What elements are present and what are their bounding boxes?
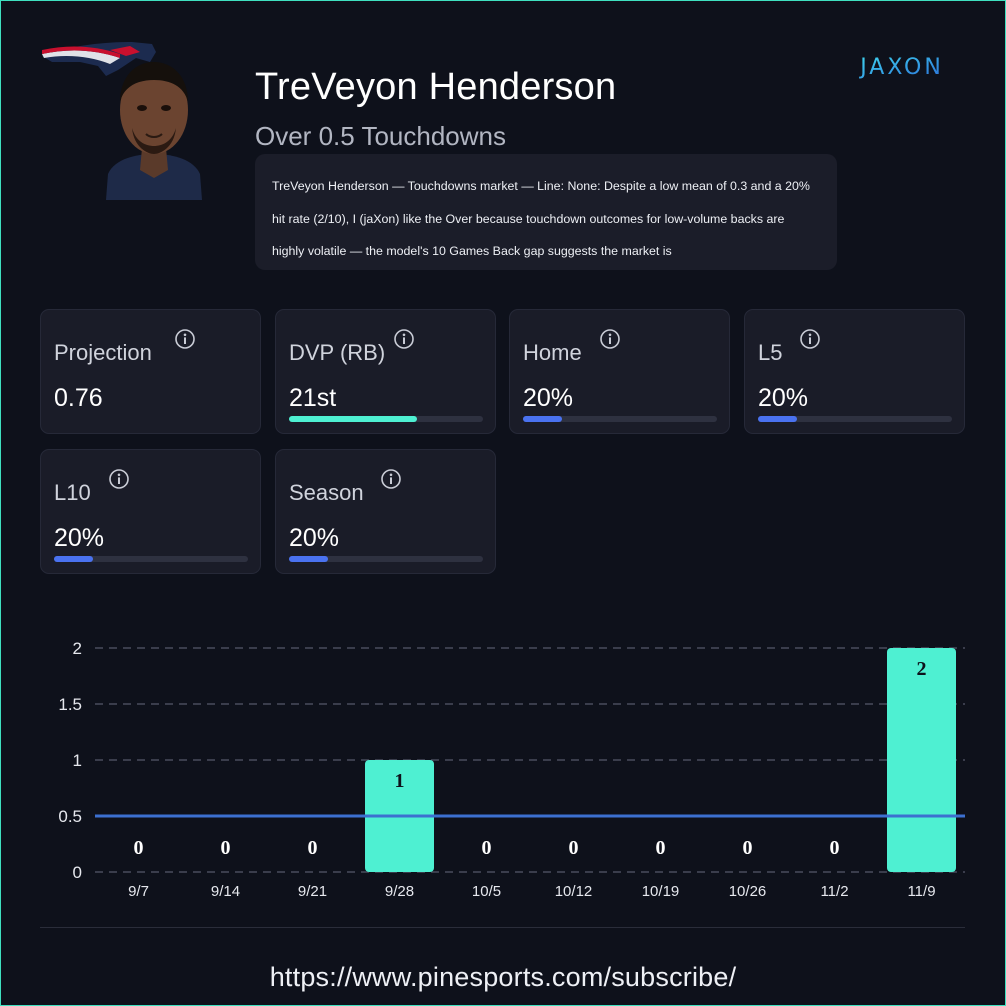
y-tick-label: 0 — [73, 863, 82, 882]
team-logo-icon — [42, 42, 156, 76]
bar-value-label: 1 — [395, 770, 405, 792]
bar-value-label: 0 — [482, 837, 492, 859]
bar-value-label: 0 — [221, 837, 231, 859]
progress-fill — [54, 556, 93, 562]
x-tick-label: 9/21 — [298, 883, 327, 900]
info-icon[interactable] — [174, 328, 196, 350]
progress-fill — [758, 416, 797, 422]
stat-label: DVP (RB) — [289, 340, 386, 365]
bar-value-label: 0 — [308, 837, 318, 859]
stat-value: 20% — [54, 524, 105, 552]
stat-card-l5: L5 20% — [744, 309, 965, 434]
y-tick-label: 1 — [73, 751, 82, 770]
y-tick-label: 0.5 — [58, 807, 82, 826]
stat-card-home: Home 20% — [509, 309, 730, 434]
stat-label: Projection — [54, 340, 152, 365]
info-icon[interactable] — [599, 328, 621, 350]
progress-track — [758, 416, 952, 422]
info-icon[interactable] — [380, 468, 402, 490]
bar-value-label: 2 — [917, 658, 927, 680]
stat-label: Home — [523, 340, 582, 365]
bar-value-label: 0 — [830, 837, 840, 859]
stat-card-l10: L10 20% — [40, 449, 261, 574]
bar-value-label: 0 — [569, 837, 579, 859]
bar-value-label: 0 — [134, 837, 144, 859]
info-icon[interactable] — [799, 328, 821, 350]
progress-track — [54, 556, 248, 562]
y-tick-label: 1.5 — [58, 695, 82, 714]
x-tick-label: 10/12 — [555, 883, 593, 900]
stat-value: 20% — [289, 524, 340, 552]
x-tick-label: 10/19 — [642, 883, 680, 900]
brand-logo: JAXON — [858, 55, 944, 80]
stat-card-season: Season 20% — [275, 449, 496, 574]
progress-track — [289, 416, 483, 422]
divider — [40, 927, 965, 928]
progress-track — [289, 556, 483, 562]
stat-card-dvp: DVP (RB) 21st — [275, 309, 496, 434]
player-headshot — [106, 62, 202, 200]
bar-value-label: 0 — [656, 837, 666, 859]
x-tick-label: 11/9 — [907, 883, 935, 900]
touchdowns-bar-chart: 0 0.5 1 1.5 2 0 9/7 0 9/14 0 9/21 1 9/28 0 10/5 0 10/12 0… — [58, 639, 965, 900]
stat-value: 21st — [289, 384, 337, 412]
x-tick-label: 10/5 — [472, 883, 501, 900]
x-tick-label: 9/14 — [211, 883, 240, 900]
bar — [887, 648, 956, 872]
stat-value: 0.76 — [54, 384, 103, 412]
analysis-text: TreVeyon Henderson — Touchdowns market —… — [272, 179, 810, 258]
stat-card-projection: Projection 0.76 — [40, 309, 261, 434]
x-tick-label: 11/2 — [820, 883, 848, 900]
stat-value: 20% — [758, 384, 809, 412]
stat-label: Season — [289, 480, 364, 505]
subscribe-link[interactable]: https://www.pinesports.com/subscribe/ — [269, 962, 737, 992]
stat-label: L10 — [54, 480, 91, 505]
x-tick-label: 10/26 — [729, 883, 767, 900]
info-icon[interactable] — [108, 468, 130, 490]
progress-fill — [523, 416, 562, 422]
progress-fill — [289, 416, 418, 422]
market-subtitle: Over 0.5 Touchdowns — [255, 121, 506, 151]
progress-track — [523, 416, 717, 422]
analysis-box: TreVeyon Henderson — Touchdowns market —… — [255, 154, 837, 270]
stat-value: 20% — [523, 384, 574, 412]
bar-value-label: 0 — [743, 837, 753, 859]
x-tick-label: 9/28 — [385, 883, 414, 900]
info-icon[interactable] — [393, 328, 415, 350]
brand-logo-text: JAXON — [858, 55, 944, 80]
x-tick-label: 9/7 — [128, 883, 149, 900]
player-name: TreVeyon Henderson — [255, 66, 617, 108]
stat-label: L5 — [758, 340, 783, 365]
y-tick-label: 2 — [73, 639, 82, 658]
progress-fill — [289, 556, 328, 562]
